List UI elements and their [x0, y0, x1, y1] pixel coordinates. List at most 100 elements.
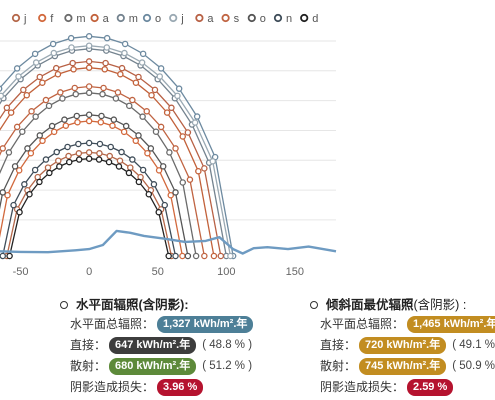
- series-point: [85, 149, 93, 156]
- series-point: [163, 109, 171, 116]
- series-point: [161, 201, 168, 209]
- series-point: [62, 122, 70, 129]
- row-label: 水平面总辐照：: [320, 317, 405, 331]
- series-point: [116, 157, 124, 164]
- tilted-irradiation-panel: 倾斜面最优辐照 (含阴影) : 水平面总辐照： 1,465 kWh/m².年 直…: [308, 296, 495, 398]
- series-point: [184, 252, 192, 260]
- series-point: [68, 44, 75, 51]
- percent-text: ( 51.2 % ): [202, 360, 253, 372]
- series-point: [36, 73, 44, 81]
- legend-marker: [169, 13, 178, 23]
- series-point: [106, 152, 113, 160]
- summary-row-direct: 直接： 647 kWh/m².年 ( 48.8 % ): [70, 335, 253, 356]
- series-point: [85, 33, 93, 40]
- legend-marker: [11, 13, 21, 23]
- series-point: [95, 156, 103, 163]
- series-point: [159, 163, 167, 170]
- series-point: [127, 164, 134, 171]
- horizontal-irradiation-panel: 水平面辐照 (含阴影): 水平面总辐照： 1,327 kWh/m².年 直接： …: [58, 296, 254, 398]
- series-point: [122, 122, 130, 130]
- series-point: [54, 70, 62, 78]
- series-point: [110, 116, 118, 123]
- panel-title-suffix: (含阴影):: [138, 298, 189, 312]
- summary-row-shading-loss: 阴影造成损失： 2.59 %: [320, 377, 495, 398]
- series-point: [217, 252, 225, 260]
- percent-text: ( 48.8 % ): [202, 339, 253, 351]
- summary-row-total: 水平面总辐照： 1,327 kWh/m².年: [70, 314, 254, 335]
- series-point: [209, 158, 216, 165]
- value-badge: 745 kWh/m².年: [359, 358, 447, 375]
- series-point: [74, 118, 81, 126]
- series-point: [7, 109, 15, 116]
- series-point: [97, 118, 105, 126]
- series-point: [55, 157, 62, 164]
- series-point: [5, 149, 13, 156]
- series-point: [6, 252, 13, 260]
- sun-path-chart: j f m a m o j a s o n d -50 0 50 100 150: [0, 13, 337, 278]
- series-point: [64, 143, 71, 151]
- series-point: [36, 178, 43, 186]
- series-point: [109, 122, 116, 129]
- x-tick-label: 0: [86, 266, 92, 278]
- series-point: [152, 128, 160, 135]
- chart-series: [0, 33, 237, 260]
- series-point: [75, 140, 82, 148]
- series-point: [13, 65, 21, 72]
- series-point: [117, 70, 124, 78]
- series-point: [167, 191, 174, 199]
- series-a: [0, 58, 225, 260]
- value-badge: 720 kWh/m².年: [359, 337, 447, 354]
- series-point: [36, 132, 44, 139]
- series-point: [96, 140, 104, 148]
- series-point: [42, 96, 50, 104]
- row-label: 阴影造成损失：: [70, 380, 155, 394]
- series-point: [103, 34, 111, 42]
- series-point: [107, 143, 114, 151]
- legend-marker: [300, 13, 309, 23]
- value-badge: 647 kWh/m².年: [109, 337, 197, 354]
- series-point: [135, 73, 142, 81]
- series-point: [145, 190, 153, 198]
- series-point: [112, 95, 120, 102]
- series-point: [56, 163, 63, 170]
- series-point: [138, 59, 146, 66]
- series-point: [39, 137, 46, 145]
- series-point: [42, 156, 50, 163]
- panel-title-text: 倾斜面最优辐照: [326, 298, 414, 312]
- series-point: [46, 169, 53, 177]
- series-point: [118, 64, 126, 72]
- series-point: [135, 178, 143, 186]
- value-badge: 2.59 %: [407, 379, 454, 396]
- row-label: 阴影造成损失：: [320, 380, 405, 394]
- series-s: [0, 83, 208, 260]
- series-m: [0, 45, 230, 260]
- series-point: [157, 65, 165, 72]
- series-point: [99, 90, 106, 98]
- series-point: [121, 49, 128, 57]
- series-point: [157, 123, 165, 131]
- horizon-line: [0, 229, 337, 255]
- series-line: [0, 114, 189, 257]
- value-badge: 3.96 %: [157, 379, 204, 396]
- summary-row-shading-loss: 阴影造成损失： 3.96 %: [70, 377, 253, 398]
- series-point: [85, 117, 93, 125]
- legend-marker: [142, 13, 152, 23]
- series-point: [168, 104, 175, 112]
- series-point: [13, 123, 21, 131]
- series-point: [139, 50, 147, 58]
- row-label: 直接：: [70, 338, 107, 352]
- series-point: [27, 149, 35, 157]
- series-point: [50, 49, 58, 57]
- series-n: [0, 139, 179, 260]
- series-point: [0, 252, 6, 260]
- series-point: [102, 59, 109, 67]
- series-point: [98, 112, 105, 120]
- legend-label: n: [286, 13, 292, 25]
- series-point: [85, 139, 93, 147]
- series-point: [31, 166, 39, 174]
- series-point: [20, 86, 27, 94]
- panel-title-suffix: (含阴影) :: [413, 298, 467, 312]
- legend-label: m: [76, 13, 85, 25]
- series-point: [201, 165, 208, 172]
- series-point: [85, 155, 93, 162]
